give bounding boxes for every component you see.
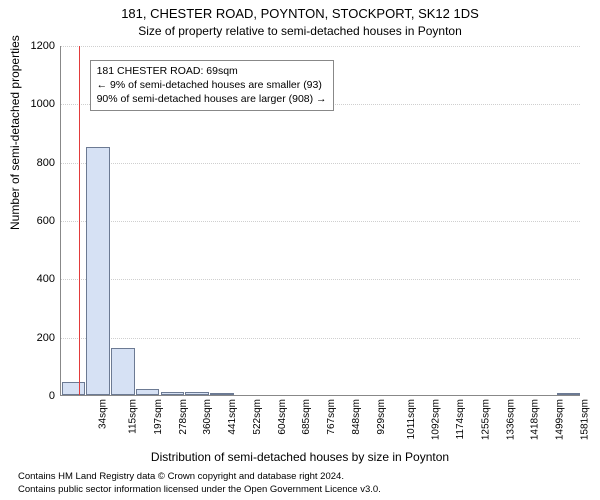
x-tick-label: 1336sqm [505,399,516,440]
histogram-bar [62,382,86,395]
x-tick-label: 522sqm [252,399,263,435]
x-tick-label: 441sqm [227,399,238,435]
x-tick-label: 1418sqm [530,399,541,440]
x-tick-label: 1581sqm [579,399,590,440]
x-tick-label: 1092sqm [431,399,442,440]
plot-area: 02004006008001000120034sqm115sqm197sqm27… [60,46,580,396]
x-tick-label: 929sqm [376,399,387,435]
chart-title-main: 181, CHESTER ROAD, POYNTON, STOCKPORT, S… [0,6,600,21]
x-tick-label: 767sqm [326,399,337,435]
x-tick-label: 604sqm [277,399,288,435]
x-tick-label: 360sqm [203,399,214,435]
y-tick-label: 0 [49,390,55,402]
info-box: 181 CHESTER ROAD: 69sqm← 9% of semi-deta… [90,60,334,111]
y-tick-label: 800 [37,157,55,169]
histogram-bar [557,393,581,395]
info-box-line: ← 9% of semi-detached houses are smaller… [97,78,327,92]
grid-line [61,279,580,280]
y-tick-label: 200 [37,332,55,344]
x-tick-label: 278sqm [178,399,189,435]
x-tick-label: 1011sqm [405,399,416,439]
footer-line: Contains public sector information licen… [18,484,381,496]
histogram-bar [136,389,160,395]
y-tick-label: 400 [37,273,55,285]
info-box-line: 181 CHESTER ROAD: 69sqm [97,64,327,78]
x-tick-label: 685sqm [302,399,313,435]
footer-line: Contains HM Land Registry data © Crown c… [18,471,381,483]
histogram-bar [185,392,209,395]
y-tick-label: 1000 [31,98,55,110]
x-tick-label: 1499sqm [555,399,566,440]
histogram-bar [86,147,110,395]
subject-marker-line [79,46,80,395]
grid-line [61,338,580,339]
chart-title-sub: Size of property relative to semi-detach… [0,24,600,38]
x-tick-label: 115sqm [127,399,138,434]
y-tick-label: 600 [37,215,55,227]
x-tick-label: 848sqm [351,399,362,435]
x-tick-label: 1255sqm [480,399,491,440]
y-axis-label: Number of semi-detached properties [8,35,22,230]
x-tick-label: 197sqm [153,399,164,435]
histogram-bar [210,393,234,395]
y-tick-label: 1200 [31,40,55,52]
grid-line [61,46,580,47]
grid-line [61,163,580,164]
x-axis-label: Distribution of semi-detached houses by … [0,450,600,464]
x-tick-label: 34sqm [98,399,109,429]
grid-line [61,221,580,222]
footer-attribution: Contains HM Land Registry data © Crown c… [18,471,381,496]
histogram-bar [161,392,185,395]
x-tick-label: 1174sqm [455,399,466,439]
info-box-line: 90% of semi-detached houses are larger (… [97,92,327,106]
histogram-bar [111,348,135,395]
